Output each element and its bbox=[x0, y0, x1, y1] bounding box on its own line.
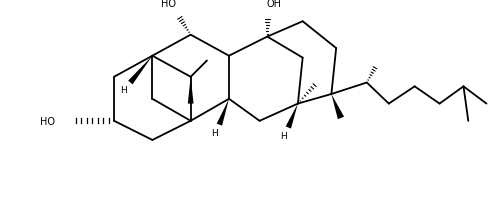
Text: HO: HO bbox=[40, 116, 55, 126]
Text: OH: OH bbox=[267, 0, 282, 9]
Text: H: H bbox=[280, 131, 287, 140]
Text: HO: HO bbox=[161, 0, 176, 9]
Polygon shape bbox=[217, 99, 229, 126]
Text: H: H bbox=[211, 128, 218, 137]
Text: H: H bbox=[120, 85, 127, 94]
Polygon shape bbox=[188, 77, 193, 104]
Polygon shape bbox=[331, 95, 344, 120]
Polygon shape bbox=[286, 104, 298, 129]
Polygon shape bbox=[128, 56, 152, 85]
